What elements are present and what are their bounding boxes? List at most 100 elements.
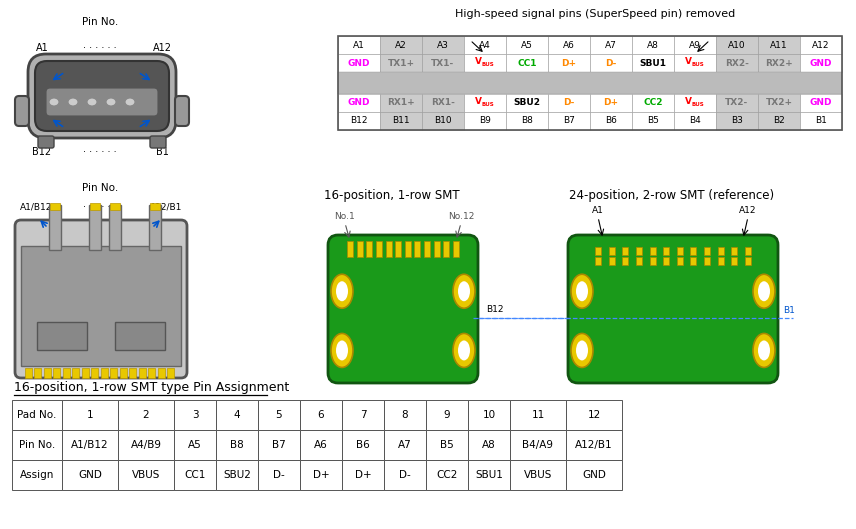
Bar [338,112,380,130]
Ellipse shape [576,341,588,360]
Bar [464,112,506,130]
Bar [109,205,121,250]
Text: B11: B11 [392,116,410,125]
Bar [464,94,506,112]
Bar [174,460,216,490]
Text: D+: D+ [562,59,577,68]
Bar [422,36,464,54]
FancyBboxPatch shape [568,235,778,383]
Bar [110,203,120,210]
Bar [632,112,674,130]
Bar [380,112,422,130]
Text: No.1: No.1 [335,212,355,221]
Bar [510,460,566,490]
Bar [376,241,382,257]
Bar [717,257,723,265]
Bar [63,368,70,378]
Text: A4: A4 [479,41,490,50]
Text: V: V [685,57,692,66]
Bar [12,460,62,490]
Bar [384,460,426,490]
Bar [62,400,118,430]
Bar [149,205,161,250]
Ellipse shape [758,281,770,301]
Bar [590,36,632,54]
Bar [338,36,842,130]
Bar [53,368,61,378]
Text: B4/A9: B4/A9 [522,440,554,450]
Bar [716,54,758,72]
Text: TX2+: TX2+ [765,98,793,107]
Bar [82,368,89,378]
Bar [800,54,842,72]
Text: SBU2: SBU2 [514,98,540,107]
Bar [590,54,632,72]
FancyBboxPatch shape [38,136,54,148]
Bar [566,460,622,490]
Bar [101,368,108,378]
Ellipse shape [336,281,348,301]
Bar [800,36,842,54]
Bar [468,460,510,490]
Ellipse shape [49,98,59,106]
Text: 6: 6 [318,410,324,420]
Bar [548,94,590,112]
Text: CC1: CC1 [184,470,205,480]
Bar [118,460,174,490]
Bar [174,400,216,430]
Bar [663,257,669,265]
Bar [595,247,601,255]
FancyBboxPatch shape [46,88,158,116]
Text: 1: 1 [86,410,93,420]
Bar [342,460,384,490]
Bar [636,247,642,255]
Text: B12: B12 [350,116,368,125]
Text: CC1: CC1 [517,59,537,68]
Bar [158,368,165,378]
Text: 12: 12 [587,410,601,420]
Text: B3: B3 [731,116,743,125]
Text: A12/B1: A12/B1 [150,203,182,212]
Bar [650,257,656,265]
Ellipse shape [453,274,475,308]
Text: 2: 2 [143,410,149,420]
Text: A8: A8 [482,440,496,450]
Text: A7: A7 [398,440,412,450]
Bar [510,400,566,430]
Text: 7: 7 [360,410,366,420]
Bar [609,257,615,265]
Bar [691,247,697,255]
Text: A4/B9: A4/B9 [130,440,162,450]
Text: 11: 11 [532,410,544,420]
Ellipse shape [753,274,775,308]
Text: A6: A6 [314,440,328,450]
Bar [468,400,510,430]
Text: D-: D- [563,98,574,107]
Ellipse shape [87,98,97,106]
Bar [590,112,632,130]
Bar [12,400,62,430]
Bar [380,54,422,72]
Text: B8: B8 [230,440,244,450]
Bar [338,54,380,72]
FancyBboxPatch shape [15,96,29,126]
Text: · · · · · ·: · · · · · · [83,43,116,53]
Bar [704,257,710,265]
Bar [338,72,842,94]
Bar [590,94,632,112]
Text: B6: B6 [356,440,370,450]
Text: RX1+: RX1+ [387,98,415,107]
Ellipse shape [458,341,470,360]
Text: RX2-: RX2- [725,59,749,68]
Text: BUS: BUS [482,62,495,67]
Text: CC2: CC2 [437,470,458,480]
Text: B1: B1 [815,116,827,125]
FancyBboxPatch shape [35,61,169,131]
Text: 3: 3 [192,410,199,420]
Bar [632,36,674,54]
Bar [622,247,628,255]
Bar [380,94,422,112]
Bar [595,257,601,265]
Text: Pin No.: Pin No. [82,17,118,27]
Bar [89,205,101,250]
